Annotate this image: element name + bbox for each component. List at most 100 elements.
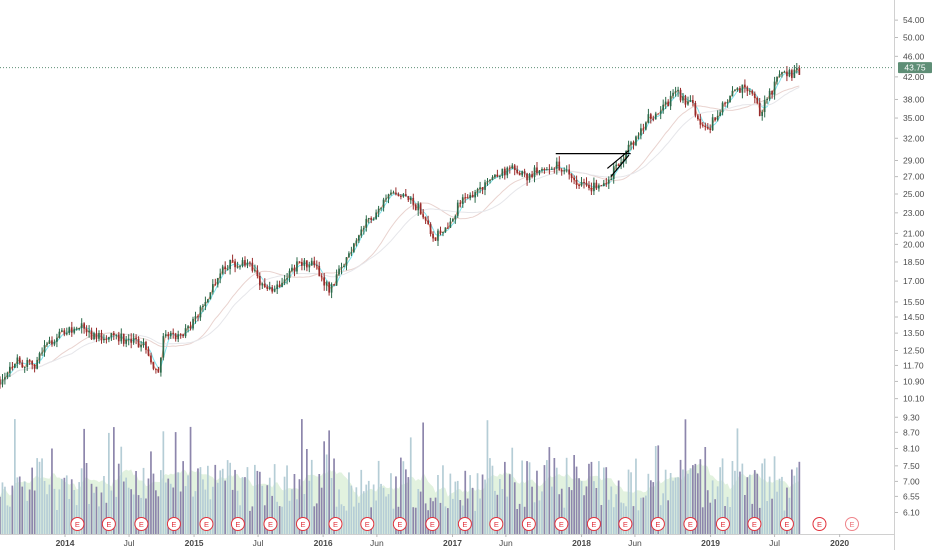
earnings-marker[interactable]: E [457,517,472,531]
price-axis[interactable]: 54.00 50.00 46.00 42.00 38.00 35.00 32.00 29.00… [895,15,925,517]
candle-body [469,194,471,199]
volume-bar [627,469,630,534]
price-tick-label: 12.50 [903,345,925,355]
earnings-marker-label: E [397,520,402,529]
upcoming-earnings-marker[interactable]: E [844,517,859,531]
candle [6,371,9,380]
candle-body [697,115,699,119]
candle-body [249,262,251,264]
earnings-marker-circle [425,517,440,531]
earnings-marker[interactable]: E [618,517,633,531]
candle [43,340,46,357]
earnings-marker[interactable]: E [683,517,698,531]
volume-bar [417,489,420,534]
candle-body [635,136,637,146]
volume-bar [182,461,184,534]
wedge-lower-line [610,154,630,178]
candle-body [701,124,704,126]
earnings-marker[interactable]: E [779,517,794,531]
candle-body [674,91,677,93]
earnings-marker[interactable]: E [521,517,536,531]
candle-body [662,104,664,111]
candle [669,90,672,110]
price-tick-label: 6.10 [903,507,920,517]
candle [560,168,563,176]
volume-bar [476,473,479,534]
volume-bar [140,497,142,534]
earnings-marker[interactable]: E [715,517,730,531]
earnings-marker[interactable]: E [360,517,375,531]
earnings-marker[interactable]: E [70,517,85,531]
earnings-marker[interactable]: E [489,517,504,531]
volume-bar [36,458,38,534]
earnings-marker[interactable]: E [650,517,665,531]
candle-body [4,377,6,380]
volume-bar [578,478,580,534]
earnings-marker[interactable]: E [199,517,214,531]
candle [578,183,580,189]
price-tick-label: 27.00 [903,172,925,182]
candle-body [625,151,627,159]
volume-bar [526,461,528,534]
candle [419,202,422,215]
earnings-marker[interactable]: E [166,517,181,531]
price-tick-label: 23.00 [903,208,925,218]
candle [637,132,640,140]
candle [288,268,291,283]
earnings-marker[interactable]: E [392,517,407,531]
candle-body [392,192,395,194]
candle-body [553,168,556,170]
candle-body [751,90,754,94]
candle [647,108,650,124]
volume-bar [741,463,744,534]
earnings-marker[interactable]: E [812,517,827,531]
candle-body [296,261,298,272]
earnings-marker[interactable]: E [425,517,440,531]
earnings-marker[interactable]: E [295,517,310,531]
earnings-marker-circle [521,517,536,531]
candle-body [687,101,689,105]
volume-bar [583,495,585,534]
volume-bar [684,419,687,534]
earnings-marker[interactable]: E [230,517,245,531]
volume-bar [23,481,26,534]
time-tick-label: Jun [628,538,642,548]
volume-bar [560,488,563,534]
candle-body [432,234,434,239]
earnings-marker[interactable]: E [747,517,762,531]
earnings-marker[interactable]: E [554,517,569,531]
candle-body [414,204,417,211]
candle [197,314,199,322]
candle [177,330,179,343]
earnings-marker[interactable]: E [586,517,601,531]
volume-bar [313,506,316,534]
candle [95,327,98,343]
earnings-marker[interactable]: E [328,517,343,531]
candle-body [654,113,657,119]
earnings-marker[interactable]: E [134,517,149,531]
candle-body [355,240,358,244]
candle-body [761,112,763,116]
time-tick-label: Jun [370,538,384,548]
earnings-marker[interactable]: E [101,517,116,531]
volume-bar [155,490,157,534]
earnings-marker-label: E [300,520,305,529]
candle-body [766,99,768,101]
volume-bar [9,506,11,534]
volume-bar [306,449,308,534]
candle-body [53,341,56,345]
volume-bar [320,487,323,534]
candle [63,328,66,337]
candle [565,165,568,173]
candle-body [692,100,694,103]
volume-bar [263,505,266,534]
time-axis[interactable]: 2014 Jul 2015 Jul 2016 Jun 2017 Jun 2018 Jun 2019 J… [56,534,850,548]
candle-body [224,266,226,270]
volume-bar [26,500,29,534]
candle [533,165,536,183]
earnings-marker[interactable]: E [263,517,278,531]
candle-body [704,125,707,127]
volume-bar [452,498,454,534]
trendlines-layer[interactable] [555,150,631,178]
